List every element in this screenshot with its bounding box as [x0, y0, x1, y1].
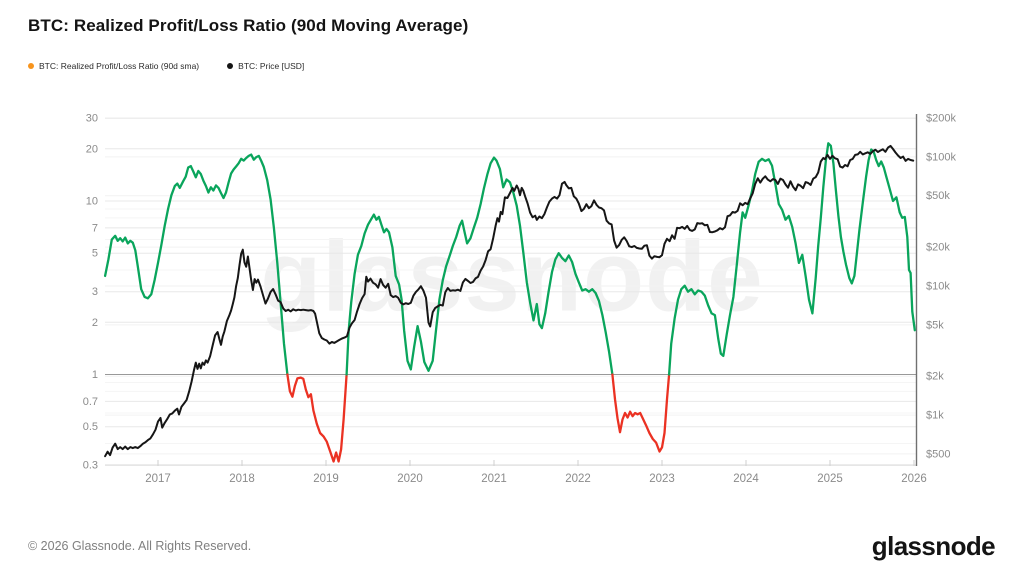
- ratio-line-segment-green: [345, 156, 614, 376]
- legend-item-ratio[interactable]: BTC: Realized Profit/Loss Ratio (90d sma…: [28, 61, 199, 71]
- left-axis-tick-label: 10: [86, 196, 98, 208]
- x-axis-tick-label: 2018: [229, 473, 255, 485]
- right-axis-tick-label: $10k: [926, 280, 950, 292]
- right-axis-tick-label: $50k: [926, 190, 950, 202]
- legend-label-price: BTC: Price [USD]: [238, 61, 305, 71]
- left-axis-tick-label: 5: [92, 248, 98, 260]
- price-line: [104, 144, 915, 458]
- ratio-line-segment-red: [286, 373, 348, 463]
- left-axis-tick-label: 1: [92, 369, 98, 381]
- right-axis-tick-label: $20k: [926, 242, 950, 254]
- page-title: BTC: Realized Profit/Loss Ratio (90d Mov…: [28, 16, 469, 35]
- right-axis-tick-label: $100k: [926, 151, 956, 163]
- ratio-line-segment-green: [103, 153, 289, 376]
- glassnode-logo[interactable]: glassnode: [871, 531, 996, 561]
- ratio-line-segment-red: [611, 373, 671, 453]
- x-axis-tick-label: 2025: [817, 473, 843, 485]
- legend-dot-ratio-icon: [28, 63, 34, 69]
- right-axis-tick-label: $1k: [926, 410, 944, 422]
- left-axis-tick-label: 0.5: [83, 421, 98, 433]
- x-axis-tick-label: 2023: [649, 473, 675, 485]
- x-axis-tick-label: 2020: [397, 473, 423, 485]
- right-axis-tick-label: $5k: [926, 319, 944, 331]
- x-axis-tick-label: 2019: [313, 473, 339, 485]
- left-axis-tick-label: 20: [86, 143, 98, 155]
- left-axis-tick-label: 0.3: [83, 460, 98, 472]
- x-axis-tick-label: 2024: [733, 473, 759, 485]
- ratio-line-segment-green: [667, 142, 916, 376]
- x-axis-tick-label: 2017: [145, 473, 171, 485]
- left-axis-tick-label: 7: [92, 222, 98, 234]
- x-axis-tick-label: 2026: [901, 473, 927, 485]
- x-axis-tick-label: 2021: [481, 473, 507, 485]
- right-axis-tick-label: $200k: [926, 113, 956, 125]
- x-axis-tick-label: 2022: [565, 473, 591, 485]
- copyright-text: © 2026 Glassnode. All Rights Reserved.: [28, 539, 252, 553]
- right-axis-tick-label: $2k: [926, 371, 944, 383]
- legend-dot-price-icon: [227, 63, 234, 69]
- chart-legend: BTC: Realized Profit/Loss Ratio (90d sma…: [28, 61, 304, 71]
- left-axis-tick-label: 3: [92, 286, 98, 298]
- legend-label-ratio: BTC: Realized Profit/Loss Ratio (90d sma…: [39, 61, 200, 71]
- left-axis-tick-label: 0.7: [83, 396, 98, 408]
- legend-item-price[interactable]: BTC: Price [USD]: [227, 61, 304, 71]
- left-axis-tick-label: 30: [86, 113, 98, 125]
- right-axis-tick-label: $500: [926, 448, 950, 460]
- left-axis-tick-label: 2: [92, 317, 98, 329]
